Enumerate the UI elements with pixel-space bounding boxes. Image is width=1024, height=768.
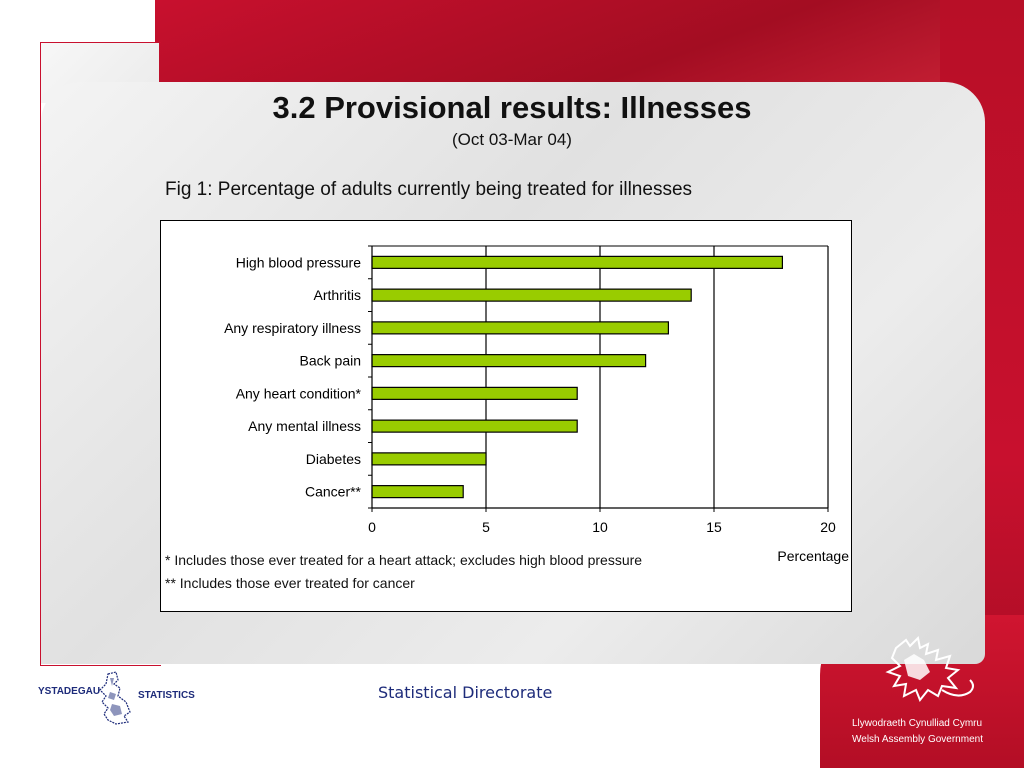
wag-welsh-name: Llywodraeth Cynulliad Cymru [852, 718, 983, 729]
welsh-dragon-icon [885, 635, 974, 702]
category-label-1: Arthritis [314, 287, 361, 303]
bar-chart: 0 5 10 15 20 High blood pressure Arthritis Any … [224, 245, 849, 564]
x-tick-label-5: 5 [482, 519, 490, 535]
bar-6 [371, 452, 487, 466]
wag-english-name: Welsh Assembly Government [852, 734, 983, 745]
bar-3 [371, 354, 647, 368]
bar-1 [371, 288, 692, 302]
chart-container: 0 5 10 15 20 High blood pressure Arthritis Any … [160, 220, 852, 612]
x-axis-title: Percentage [777, 548, 849, 564]
footnote-cancer: ** Includes those ever treated for cance… [165, 575, 415, 591]
wag-text: Llywodraeth Cynulliad Cymru Welsh Assemb… [852, 716, 992, 748]
category-label-2: Any respiratory illness [224, 320, 361, 336]
category-label-7: Cancer** [305, 484, 362, 500]
statistical-directorate-label: Statistical Directorate [378, 683, 553, 702]
slide-title: 3.2 Provisional results: Illnesses [272, 90, 752, 125]
category-label-6: Diabetes [306, 451, 361, 467]
ons-logo: YSTADEGAU STATISTICS [38, 671, 195, 725]
category-label-3: Back pain [300, 353, 361, 369]
bar-2 [371, 321, 669, 335]
bar-7 [371, 485, 464, 499]
bar-0 [371, 255, 783, 269]
category-label-4: Any heart condition* [236, 385, 362, 401]
slide-outline [40, 42, 161, 666]
ons-logo-welsh-text: YSTADEGAU [38, 686, 100, 697]
figure-caption: Fig 1: Percentage of adults currently be… [165, 179, 693, 200]
slide-subtitle: (Oct 03-Mar 04) [452, 130, 572, 149]
x-tick-label-10: 10 [592, 519, 608, 535]
category-label-5: Any mental illness [248, 418, 361, 434]
x-tick-label-20: 20 [820, 519, 836, 535]
x-tick-label-0: 0 [368, 519, 376, 535]
ons-logo-english-text: STATISTICS [138, 690, 195, 701]
category-label-0: High blood pressure [236, 254, 362, 270]
footnote-heart: * Includes those ever treated for a hear… [165, 552, 643, 568]
x-tick-label-15: 15 [706, 519, 722, 535]
bar-5 [371, 419, 578, 433]
uk-map-icon [99, 671, 131, 725]
bar-4 [371, 386, 578, 400]
